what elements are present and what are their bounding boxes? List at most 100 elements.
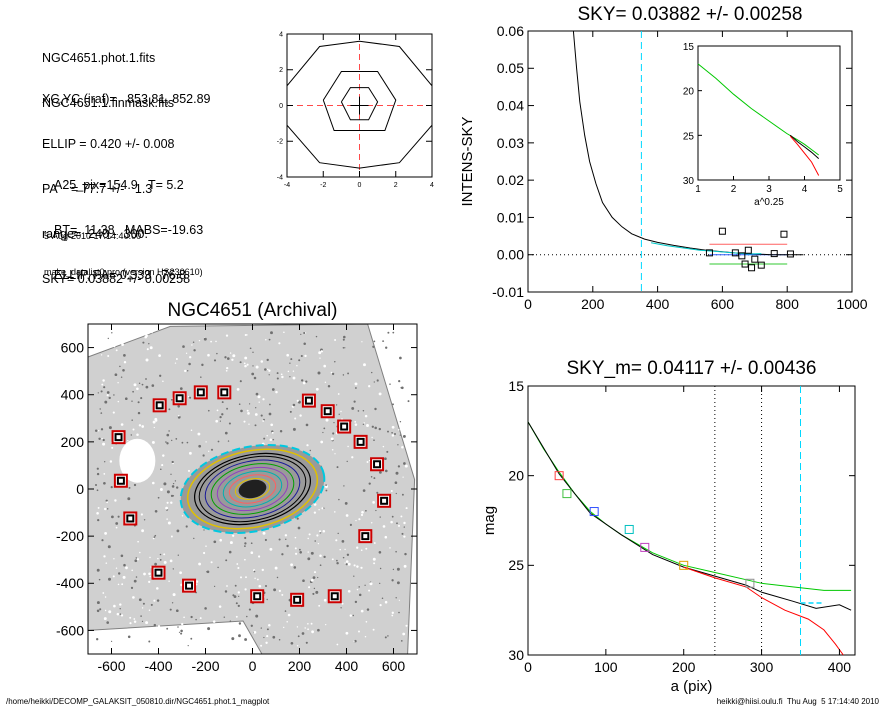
- ellipse-inner: [193, 452, 312, 526]
- image-noise: [294, 536, 297, 539]
- image-noise: [386, 343, 390, 347]
- y-tick-label: 0.02: [497, 172, 524, 188]
- sky-ylabel: INTENS-SKY: [459, 116, 476, 206]
- x-tick-label: 600: [711, 296, 735, 312]
- image-noise: [115, 522, 119, 525]
- contour-line: [322, 71, 397, 131]
- x-tick-label: 1000: [836, 296, 867, 312]
- image-noise: [330, 371, 333, 374]
- image-noise: [181, 515, 184, 517]
- x-tick-label: 400: [828, 659, 852, 675]
- image-noise: [400, 386, 404, 390]
- image-noise: [289, 362, 291, 364]
- image-noise: [153, 536, 156, 538]
- image-noise: [355, 519, 357, 522]
- image-noise: [102, 438, 105, 442]
- sky-box-inner: [380, 496, 389, 505]
- sky-box-inner: [155, 401, 164, 410]
- mag-title: SKY_m= 0.04117 +/- 0.00436: [567, 358, 817, 379]
- image-noise: [335, 539, 338, 542]
- image-noise: [156, 599, 160, 602]
- image-noise: [224, 590, 228, 593]
- image-noise: [349, 614, 353, 617]
- image-noise: [345, 563, 348, 566]
- image-noise: [107, 355, 110, 357]
- image-noise: [172, 494, 175, 497]
- image-noise: [108, 426, 112, 430]
- image-noise: [213, 359, 217, 362]
- image-noise: [360, 566, 363, 569]
- info-center: XC,YC (iraf)= 853.81, 852.89: [42, 92, 211, 106]
- sky-box: [151, 565, 166, 580]
- image-noise: [317, 371, 321, 375]
- sky-box-inner: [253, 592, 262, 601]
- image-noise: [403, 521, 406, 525]
- inset-xlabel: a^0.25: [754, 197, 784, 208]
- image-noise: [325, 484, 327, 486]
- image-noise: [149, 556, 151, 559]
- image-noise: [172, 593, 176, 597]
- image-noise: [373, 477, 376, 480]
- image-noise: [200, 376, 202, 378]
- image-noise: [229, 352, 232, 354]
- image-noise: [269, 547, 273, 551]
- image-noise: [243, 420, 246, 423]
- image-noise: [136, 334, 140, 338]
- image-noise: [170, 501, 173, 504]
- image-noise: [96, 609, 100, 613]
- image-noise: [237, 566, 240, 570]
- image-noise: [394, 481, 398, 485]
- image-noise: [332, 432, 335, 435]
- image-noise: [133, 383, 137, 387]
- image-noise: [232, 354, 236, 358]
- image-noise: [248, 608, 251, 611]
- image-noise: [240, 409, 243, 413]
- image-noise: [105, 562, 108, 564]
- image-noise: [336, 643, 339, 646]
- image-noise: [311, 630, 315, 634]
- image-noise: [358, 518, 361, 521]
- image-noise: [150, 603, 153, 606]
- image-noise: [210, 340, 212, 343]
- image-noise: [295, 552, 298, 555]
- image-noise: [166, 433, 170, 437]
- x-tick-label: 0: [524, 296, 532, 312]
- image-noise: [191, 344, 193, 346]
- image-noise: [217, 440, 220, 443]
- image-noise: [360, 513, 364, 517]
- image-noise: [391, 515, 394, 518]
- image-noise: [154, 633, 156, 636]
- image-noise: [225, 334, 229, 337]
- image-noise: [357, 410, 360, 412]
- image-noise: [202, 454, 205, 457]
- image-noise: [305, 423, 309, 427]
- image-noise: [168, 408, 171, 411]
- image-noise: [273, 588, 277, 592]
- image-noise: [323, 427, 326, 430]
- image-noise: [232, 534, 235, 537]
- x-tick-label: 2: [394, 182, 398, 189]
- image-noise: [281, 593, 284, 596]
- image-noise: [358, 630, 360, 633]
- image-noise: [136, 387, 139, 391]
- image-noise: [246, 409, 249, 412]
- y-tick-label: 0.00: [497, 247, 524, 263]
- image-noise: [117, 583, 120, 586]
- image-noise: [127, 635, 131, 639]
- sky-box-inner: [323, 407, 332, 416]
- image-noise: [402, 476, 404, 478]
- inset-y-tick-label: 25: [683, 131, 695, 142]
- image-noise: [166, 518, 168, 520]
- image-noise: [111, 515, 114, 519]
- image-noise: [319, 564, 322, 567]
- image-noise: [121, 583, 124, 586]
- image-noise: [154, 509, 158, 513]
- image-noise: [368, 482, 371, 485]
- image-noise: [112, 575, 115, 578]
- image-noise: [345, 514, 349, 517]
- image-noise: [314, 540, 316, 542]
- image-noise: [284, 534, 288, 537]
- image-noise: [135, 576, 138, 578]
- sky-point: [705, 249, 713, 257]
- image-noise: [203, 529, 205, 531]
